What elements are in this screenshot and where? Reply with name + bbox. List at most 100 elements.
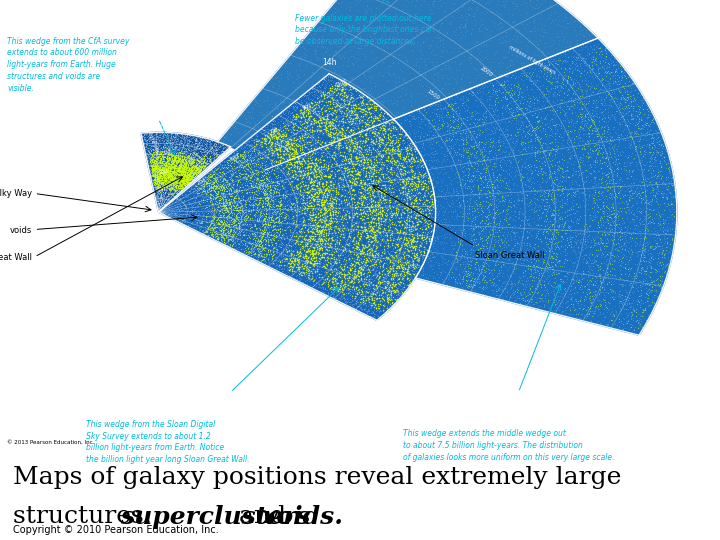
Point [236,188,248,197]
Point [400,237,411,246]
Point [430,148,441,157]
Point [535,278,546,286]
Point [269,178,281,186]
Point [147,161,158,170]
Point [670,202,681,211]
Point [622,185,634,193]
Point [339,278,351,286]
Point [325,202,337,211]
Point [420,220,431,229]
Point [161,165,173,173]
Point [271,164,283,172]
Point [497,231,508,239]
Point [400,177,411,186]
Point [395,146,406,155]
Point [377,145,388,154]
Point [541,86,552,94]
Point [233,222,245,231]
Point [638,105,649,113]
Point [454,160,465,169]
Point [177,167,189,176]
Point [498,81,510,90]
Point [463,281,474,290]
Point [221,145,233,153]
Point [168,156,179,164]
Point [554,262,566,271]
Point [467,231,479,240]
Point [397,199,408,207]
Point [593,146,605,154]
Point [482,124,493,132]
Point [323,235,334,244]
Point [282,139,294,147]
Point [615,241,626,250]
Point [256,178,268,187]
Point [315,188,326,197]
Point [449,40,460,49]
Point [585,122,596,130]
Point [327,198,338,206]
Point [268,140,279,149]
Point [176,178,187,187]
Point [367,196,379,205]
Point [279,211,290,219]
Point [294,123,305,131]
Point [168,132,179,140]
Point [150,157,162,165]
Point [590,302,602,310]
Point [192,171,203,179]
Point [333,138,345,147]
Point [321,202,333,211]
Point [432,222,444,231]
Point [306,125,318,133]
Point [329,121,341,130]
Point [328,133,339,141]
Point [558,262,570,271]
Point [383,250,395,259]
Point [626,110,637,118]
Point [290,170,302,179]
Point [464,256,476,265]
Point [315,227,326,236]
Point [227,218,238,227]
Point [578,283,590,292]
Point [347,218,359,226]
Point [369,296,381,305]
Point [606,217,618,226]
Point [426,190,438,199]
Point [364,146,375,154]
Point [350,166,361,175]
Point [387,243,398,252]
Point [300,135,312,144]
Point [175,136,186,144]
Point [336,144,347,152]
Point [228,244,240,253]
Point [541,188,553,197]
Point [556,163,567,172]
Point [194,192,206,200]
Point [281,246,292,255]
Point [261,196,273,205]
Point [210,137,221,145]
Point [354,232,366,241]
Point [222,189,234,198]
Point [506,288,518,297]
Point [490,123,502,132]
Point [258,249,269,258]
Point [554,275,566,284]
Point [468,276,480,285]
Point [349,85,361,94]
Point [316,283,328,292]
Point [288,136,300,144]
Point [651,239,662,247]
Point [319,275,330,284]
Point [259,219,271,228]
Point [580,57,591,65]
Point [228,194,240,202]
Point [192,144,203,152]
Point [308,180,320,188]
Point [426,262,437,271]
Point [359,126,370,134]
Point [264,228,275,237]
Point [403,230,415,239]
